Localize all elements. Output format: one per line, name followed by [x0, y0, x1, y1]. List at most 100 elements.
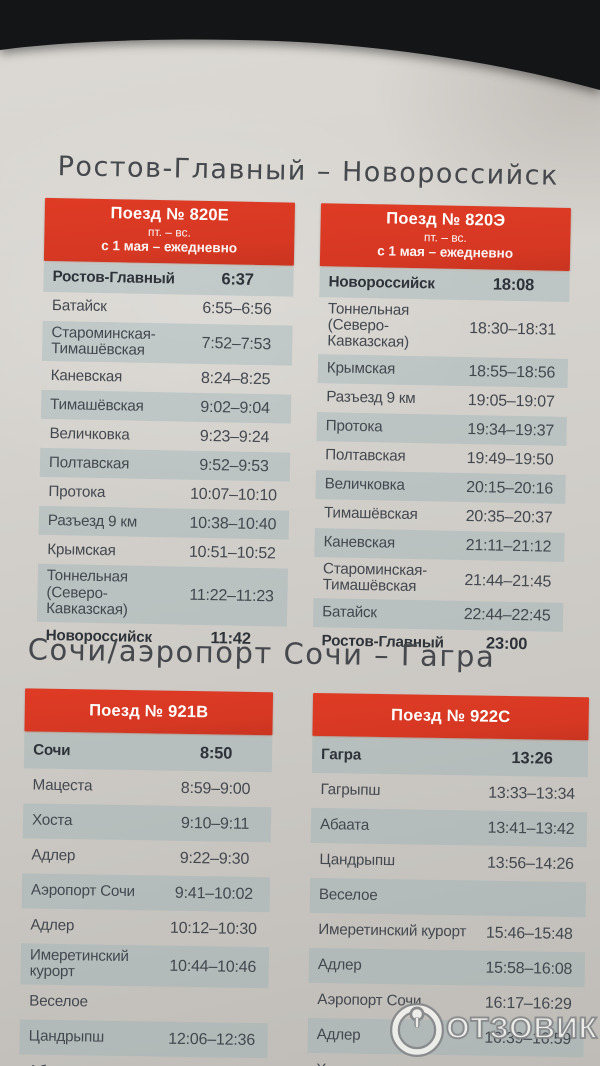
station-name: Тоннельная (Северо-Кавказская) — [46, 567, 129, 619]
station-name: Величковка — [324, 475, 405, 494]
station-time: 13:56–14:26 — [486, 854, 574, 873]
station-name: Абаата — [319, 816, 370, 835]
timetable-train-921v: Поезд № 921В Сочи 8:50 Мацеста 8:59–9:00 Хос… — [18, 688, 274, 1066]
timetable-row: Сочи 8:50 — [23, 733, 273, 773]
station-time: 9:52–9:53 — [199, 457, 269, 476]
timetable-row: Величковка 9:23–9:24 — [40, 419, 291, 453]
timetable-row: Староминская-Тимашёвская 7:52–7:53 — [41, 320, 293, 367]
station-time: 18:55–18:56 — [468, 362, 556, 382]
station-name: Ростов-Главный — [52, 267, 175, 288]
station-time: 6:55–6:56 — [202, 300, 272, 319]
timetable-rows: Ростов-Главный 6:37 Батайск 6:55–6:56 Старом… — [36, 262, 294, 655]
timetable-row: Батайск 22:44–22:45 — [312, 597, 564, 632]
timetable-row: Полтавская 19:49–19:50 — [316, 441, 567, 475]
timetable-row: Каневская 21:11–21:12 — [314, 527, 565, 562]
timetable-row: Мацеста 8:59–9:00 — [23, 768, 272, 807]
station-time: 21:11–21:12 — [465, 536, 552, 556]
station-name: Староминская-Тимашёвская — [51, 323, 156, 359]
timetable-row: Веселое — [309, 877, 587, 918]
timetable-train-820eh: Поезд № 820Э пт. – вс. с 1 мая – ежеднев… — [312, 203, 571, 660]
timetable-pair: Поезд № 820Е пт. – вс. с 1 мая – ежеднев… — [36, 197, 599, 661]
station-name: Имеретинский курорт — [318, 921, 467, 941]
station-name: Имеретинский курорт — [29, 946, 129, 981]
timetable-row: Хоста 9:10–9:11 — [22, 803, 272, 843]
station-name: Цандрыпш — [28, 1027, 105, 1046]
station-name: Адлер — [30, 916, 75, 935]
station-time: 15:58–16:08 — [485, 959, 573, 978]
station-name: Батайск — [322, 603, 377, 622]
station-name: Цандрыпш — [319, 851, 396, 870]
station-time: 19:34–19:37 — [467, 420, 555, 440]
station-name: Крымская — [326, 359, 396, 378]
timetable-rows: Сочи 8:50 Мацеста 8:59–9:00 Хоста 9:10–9:11 Ад… — [18, 733, 273, 1066]
station-time: 21:44–21:45 — [464, 571, 552, 591]
station-time: 9:10–9:11 — [180, 814, 250, 833]
station-time: 20:15–20:16 — [466, 478, 554, 498]
station-time: 19:05–19:07 — [467, 391, 555, 411]
station-time: 8:24–8:25 — [200, 370, 271, 389]
station-name: Гагра — [320, 746, 362, 764]
otzovik-logo-icon — [390, 1003, 445, 1057]
station-name: Тоннельная (Северо-Кавказская) — [327, 299, 410, 352]
train-number: Поезд № 922С — [390, 706, 511, 727]
timetable-row: Гагра 13:26 — [311, 737, 589, 778]
timetable-row: Абаата 13:41–13:42 — [310, 807, 588, 848]
station-name: Гагрыпш — [320, 781, 381, 800]
station-name: Полтавская — [48, 453, 130, 473]
station-time: 18:08 — [492, 275, 535, 295]
station-time: 15:46–15:48 — [485, 924, 573, 943]
timetable-rows: Новороссийск 18:08 Тоннельная (Северо-Кавк… — [312, 267, 570, 661]
station-time: 8:50 — [199, 743, 233, 763]
train-number: Поезд № 921В — [89, 701, 209, 722]
station-name: Хоста — [31, 811, 73, 830]
station-time: 13:41–13:42 — [487, 819, 575, 838]
timetable-row: Аэропорт Сочи 9:41–10:02 — [21, 873, 271, 913]
station-time: 10:07–10:10 — [189, 485, 277, 505]
timetable-row: Адлер 9:22–9:30 — [22, 838, 271, 877]
station-time: 19:49–19:50 — [466, 449, 554, 469]
station-name: Батайск — [51, 296, 107, 315]
station-name: Протока — [48, 482, 106, 501]
station-time: 10:12–10:30 — [169, 919, 257, 938]
station-name: Протока — [325, 417, 383, 436]
station-name: Крымская — [47, 540, 116, 559]
timetable-row: Ростов-Главный 6:37 — [43, 262, 294, 297]
station-name: Величковка — [49, 424, 130, 444]
timetable-row: Адлер 15:58–16:08 — [308, 947, 586, 988]
station-time: 8:59–9:00 — [180, 779, 251, 798]
train-header: Поезд № 921В — [24, 688, 274, 736]
timetable-row: Гагрыпш 13:33–13:34 — [311, 773, 588, 812]
station-name: Адлер — [31, 846, 76, 865]
station-time: 18:30–18:31 — [469, 319, 557, 339]
train-header: Поезд № 820Е пт. – вс. с 1 мая – ежеднев… — [43, 197, 296, 266]
timetable-row: Крымская 18:55–18:56 — [317, 353, 569, 388]
timetable-row: Имеретинский курорт 10:44–10:46 — [20, 943, 270, 989]
station-name: Веселое — [29, 992, 88, 1011]
station-time: 13:33–13:34 — [488, 784, 576, 803]
station-name: Веселое — [318, 886, 378, 905]
timetable-row: Цандрыпш 12:06–12:36 — [19, 1019, 268, 1059]
station-name: Новороссийск — [328, 273, 435, 293]
timetable-row: Имеретинский курорт 15:46–15:48 — [309, 913, 586, 952]
timetable-row: Веселое — [20, 984, 269, 1023]
timetable-row: Адлер 10:12–10:30 — [21, 908, 270, 947]
station-name: Аэропорт Сочи — [30, 881, 136, 901]
train-period: с 1 мая – ежедневно — [377, 243, 514, 262]
station-time: 9:22–9:30 — [179, 849, 250, 868]
timetable-row: Цандрыпш 13:56–14:26 — [310, 843, 587, 882]
station-time: 7:52–7:53 — [201, 335, 272, 354]
timetable-row: Староминская-Тимашёвская 21:44–21:45 — [313, 557, 564, 603]
station-time: 9:41–10:02 — [174, 884, 254, 903]
station-name: Разъезд 9 км — [326, 388, 416, 408]
train-header: Поезд № 922С — [312, 692, 590, 741]
train-period: с 1 мая – ежедневно — [101, 238, 238, 256]
watermark-text: ОТЗОВИК — [445, 1011, 598, 1046]
timetable-row: Разъезд 9 км 10:38–10:40 — [38, 506, 290, 540]
station-name: Тимашёвская — [323, 504, 418, 524]
station-name: Мацеста — [32, 776, 93, 795]
train-header: Поезд № 820Э пт. – вс. с 1 мая – ежеднев… — [319, 203, 571, 271]
station-time: 22:44–22:45 — [463, 606, 551, 626]
otzovik-watermark: ОТЗОВИК — [384, 996, 598, 1062]
